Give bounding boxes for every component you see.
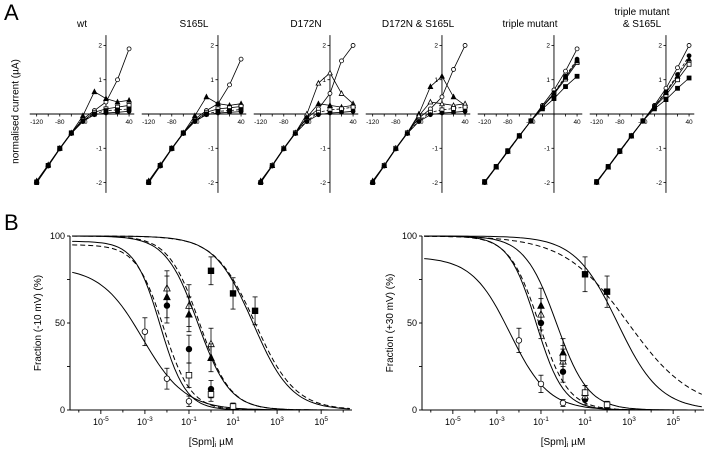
- plot-title: D172N & S165L: [381, 18, 455, 30]
- svg-text:40: 40: [349, 119, 357, 126]
- svg-text:1: 1: [546, 77, 550, 84]
- svg-text:10-1: 10-1: [533, 416, 549, 427]
- svg-text:-80: -80: [391, 119, 401, 126]
- plot-title: D172N: [290, 18, 322, 30]
- iv-plot-canvas: -120-80-4040-2-112: [589, 35, 695, 193]
- svg-text:Fraction (-10 mV) (%): Fraction (-10 mV) (%): [33, 275, 44, 371]
- svg-text:1: 1: [434, 77, 438, 84]
- iv-plot-d172n: D172N -120-80-4040-2-112: [250, 2, 362, 198]
- svg-text:50: 50: [407, 318, 417, 328]
- iv-plot-wt: wt -120-80-4040-2-112: [26, 2, 138, 198]
- iv-plot-canvas: -120-80-4040-2-112: [253, 35, 359, 193]
- svg-text:-120: -120: [30, 119, 43, 126]
- svg-text:1: 1: [658, 77, 662, 84]
- svg-text:1: 1: [322, 77, 326, 84]
- a-y-axis-label: normalised current (µA): [10, 59, 22, 164]
- svg-text:50: 50: [55, 318, 65, 328]
- svg-text:-80: -80: [615, 119, 625, 126]
- svg-text:40: 40: [573, 119, 581, 126]
- svg-text:-1: -1: [208, 146, 214, 153]
- dose-plot-plus30: 10-5 10-3 10-1 101 103 105 0 50 100 Fraction (+30…: [382, 228, 712, 448]
- svg-text:-80: -80: [167, 119, 177, 126]
- panel-a-label: A: [4, 0, 19, 25]
- svg-text:10-1: 10-1: [181, 416, 197, 427]
- iv-plot-canvas: -120-80-4040-2-112: [141, 35, 247, 193]
- svg-text:10-3: 10-3: [489, 416, 505, 427]
- svg-text:0: 0: [60, 405, 65, 415]
- svg-text:40: 40: [461, 119, 469, 126]
- svg-text:2: 2: [98, 43, 102, 50]
- svg-text:-80: -80: [55, 119, 65, 126]
- svg-text:-1: -1: [320, 146, 326, 153]
- svg-text:100: 100: [50, 231, 65, 241]
- svg-text:-1: -1: [656, 146, 662, 153]
- svg-text:[Spm]i µM: [Spm]i µM: [189, 437, 234, 448]
- dose-plot-canvas: 10-5 10-3 10-1 101 103 105 0 50 100 Fraction (-10…: [33, 231, 352, 448]
- svg-text:-120: -120: [478, 119, 491, 126]
- svg-text:2: 2: [322, 43, 326, 50]
- dose-plot-minus10: 10-5 10-3 10-1 101 103 105 0 50 100 Fraction (-10…: [30, 228, 360, 448]
- plot-title: triple mutant & S165L: [614, 7, 670, 30]
- svg-text:40: 40: [685, 119, 693, 126]
- svg-text:103: 103: [622, 416, 636, 427]
- svg-text:40: 40: [125, 119, 133, 126]
- svg-text:101: 101: [226, 416, 240, 427]
- svg-text:1: 1: [98, 77, 102, 84]
- plot-title: S165L: [179, 18, 209, 30]
- svg-text:2: 2: [434, 43, 438, 50]
- plot-title: triple mutant: [502, 18, 558, 30]
- svg-text:-120: -120: [366, 119, 379, 126]
- svg-text:-2: -2: [544, 180, 550, 187]
- iv-plot-triple-mutant: triple mutant -120-80-4040-2-112: [474, 2, 586, 198]
- iv-plot-canvas: -120-80-4040-2-112: [365, 35, 471, 193]
- svg-text:-1: -1: [96, 146, 102, 153]
- iv-plot-triple-mutant-s165l: triple mutant & S165L -120-80-4040-2-112: [586, 2, 698, 198]
- svg-text:2: 2: [210, 43, 214, 50]
- svg-text:101: 101: [578, 416, 592, 427]
- svg-text:Fraction (+30 mV) (%): Fraction (+30 mV) (%): [385, 274, 396, 373]
- iv-plot-canvas: -120-80-4040-2-112: [29, 35, 135, 193]
- svg-text:105: 105: [666, 416, 680, 427]
- svg-text:10-5: 10-5: [445, 416, 461, 427]
- svg-text:-2: -2: [320, 180, 326, 187]
- svg-text:10-5: 10-5: [93, 416, 109, 427]
- svg-text:[Spm]i µM: [Spm]i µM: [541, 437, 586, 448]
- svg-text:103: 103: [270, 416, 284, 427]
- svg-text:-120: -120: [254, 119, 267, 126]
- svg-text:-1: -1: [432, 146, 438, 153]
- svg-text:10-3: 10-3: [137, 416, 153, 427]
- svg-text:-80: -80: [279, 119, 289, 126]
- panel-b-label: B: [4, 210, 19, 235]
- svg-text:2: 2: [546, 43, 550, 50]
- iv-plot-s165l: S165L -120-80-4040-2-112: [138, 2, 250, 198]
- svg-text:-1: -1: [544, 146, 550, 153]
- svg-text:-2: -2: [96, 180, 102, 187]
- svg-text:-80: -80: [503, 119, 513, 126]
- svg-text:-2: -2: [432, 180, 438, 187]
- plot-title: wt: [77, 18, 87, 30]
- svg-text:-2: -2: [656, 180, 662, 187]
- svg-text:2: 2: [658, 43, 662, 50]
- svg-text:1: 1: [210, 77, 214, 84]
- svg-text:105: 105: [314, 416, 328, 427]
- svg-text:-120: -120: [590, 119, 603, 126]
- svg-text:40: 40: [237, 119, 245, 126]
- iv-plot-row: wt -120-80-4040-2-112 S165L -120-80-4040…: [26, 2, 698, 198]
- iv-plot-canvas: -120-80-4040-2-112: [477, 35, 583, 193]
- dose-plot-canvas: 10-5 10-3 10-1 101 103 105 0 50 100 Fraction (+30…: [385, 231, 704, 448]
- svg-text:-2: -2: [208, 180, 214, 187]
- svg-text:-120: -120: [142, 119, 155, 126]
- iv-plot-d172n-s165l: D172N & S165L -120-80-4040-2-112: [362, 2, 474, 198]
- svg-text:100: 100: [402, 231, 417, 241]
- svg-text:0: 0: [412, 405, 417, 415]
